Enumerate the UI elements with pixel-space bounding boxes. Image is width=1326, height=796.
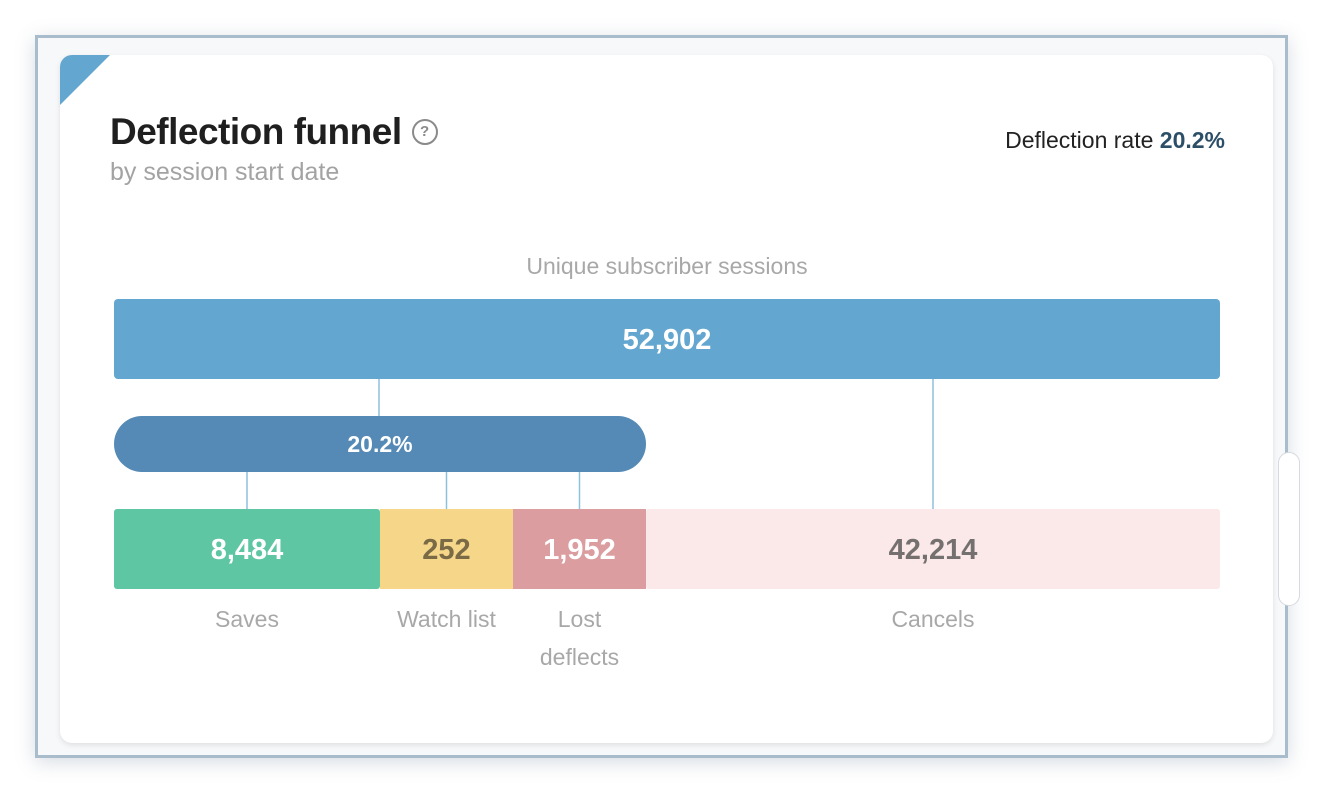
- segment-label-watch-list: Watch list: [397, 606, 496, 632]
- total-sessions-value: 52,902: [623, 324, 712, 356]
- segment-bar-cancels: [646, 509, 1220, 589]
- total-sessions-bar: [114, 299, 1220, 379]
- segment-label-lost-deflects-line2: deflects: [540, 644, 619, 670]
- title-row: Deflection funnel ?: [110, 111, 438, 153]
- segment-value-cancels: 42,214: [889, 534, 978, 566]
- segment-bar-saves: [114, 509, 380, 589]
- segment-label-saves: Saves: [215, 606, 279, 632]
- segment-value-saves: 8,484: [211, 534, 284, 566]
- segment-bar-lost-deflects: [513, 509, 646, 589]
- corner-accent: [60, 55, 110, 105]
- segment-bar-watch-list: [380, 509, 513, 589]
- deflection-rate: Deflection rate 20.2%: [1005, 127, 1225, 154]
- card-subtitle: by session start date: [110, 158, 340, 186]
- card-title: Deflection funnel: [110, 111, 402, 152]
- segment-value-lost-deflects: 1,952: [543, 534, 616, 566]
- deflection-pill: [114, 416, 646, 472]
- deflection-rate-label: Deflection rate: [1005, 127, 1154, 153]
- deflection-rate-value: 20.2%: [1159, 127, 1225, 153]
- segment-value-watch-list: 252: [422, 534, 470, 566]
- deflection-funnel-card: Deflection funnel ? by session start dat…: [60, 55, 1273, 743]
- side-panel-handle[interactable]: [1278, 452, 1300, 606]
- segment-label-lost-deflects: Lost: [558, 606, 602, 632]
- funnel-chart: Unique subscriber sessions 52,902 20.2% 8,4…: [114, 253, 1220, 670]
- deflection-pill-value: 20.2%: [347, 431, 412, 457]
- chart-title: Unique subscriber sessions: [526, 253, 807, 279]
- segment-label-cancels: Cancels: [891, 606, 974, 632]
- question-circle-icon[interactable]: ?: [411, 119, 438, 145]
